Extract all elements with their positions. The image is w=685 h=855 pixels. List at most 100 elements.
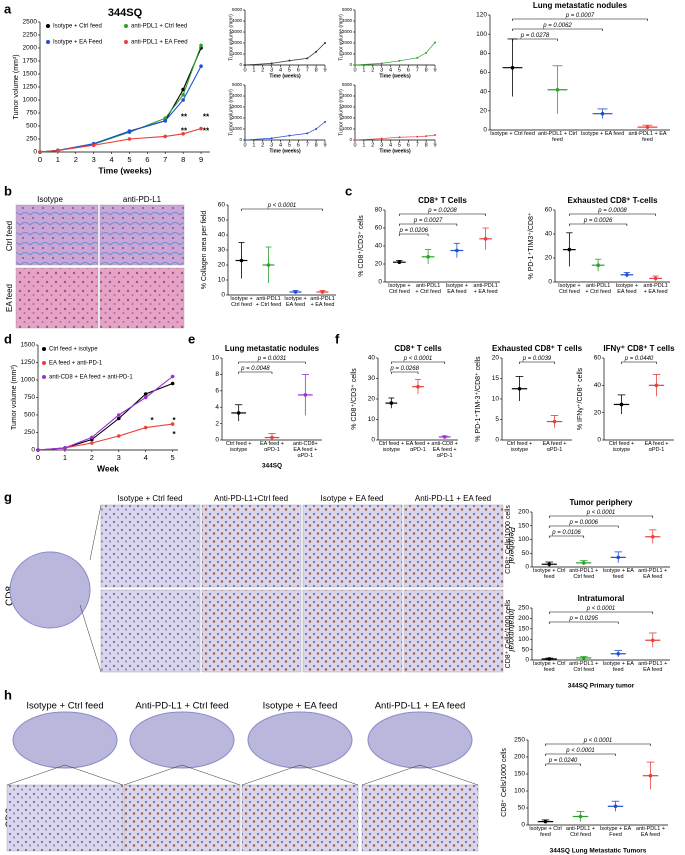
- mean-dot: [555, 87, 560, 92]
- y-tick-label: 10: [492, 396, 500, 403]
- y-tick-label: 0: [31, 447, 35, 454]
- significance-bracket: [512, 38, 558, 41]
- x-tick-label: anti-PDL1 + Ctrl feed: [569, 568, 599, 580]
- image-label: Isotype + EA feed: [321, 494, 384, 503]
- x-tick-label: 2: [371, 142, 374, 148]
- y-axis-label: % Collagen area per field: [201, 211, 208, 290]
- y-axis-label: Tumor volume (mm³): [13, 54, 20, 119]
- x-tick-label: 9: [433, 67, 436, 73]
- y-tick-label: 20: [594, 409, 602, 416]
- zoom-line: [89, 504, 102, 561]
- x-tick-label: 4: [109, 155, 113, 164]
- annotation: *: [150, 416, 154, 425]
- y-tick-label: 40: [218, 232, 226, 239]
- y-tick-label: 15: [492, 375, 500, 382]
- p-value: p < 0.0001: [403, 356, 433, 362]
- y-axis-label: Tumor volume (mm³): [338, 14, 344, 61]
- panel-label: h: [4, 687, 12, 702]
- y-tick-label: 1000: [232, 51, 243, 56]
- data-point: [127, 129, 132, 133]
- x-tick-label: 3: [270, 67, 273, 73]
- y-tick-label: 20: [375, 261, 383, 268]
- x-tick-label: 4: [144, 453, 148, 462]
- data-point: [143, 392, 148, 396]
- x-tick-label: 3: [270, 142, 273, 148]
- series-line: [37, 423, 173, 451]
- panel-label: d: [4, 331, 12, 346]
- chart-title: Exhausted CD8⁺ T-cells: [567, 196, 658, 205]
- series-line: [39, 45, 202, 153]
- micrograph: [100, 504, 201, 588]
- mean-dot: [426, 254, 430, 259]
- p-value: p = 0.0062: [542, 23, 572, 29]
- zoom-line: [64, 764, 124, 786]
- y-tick-label: 500: [24, 412, 35, 419]
- micrograph: [123, 784, 241, 852]
- p-value: p = 0.0240: [548, 758, 578, 764]
- data-point: [143, 395, 148, 400]
- x-tick-label: 8: [315, 142, 318, 148]
- y-tick-label: 1250: [21, 359, 36, 366]
- micrograph: [302, 589, 403, 673]
- y-tick-label: 4000: [342, 18, 353, 23]
- x-tick-label: 9: [433, 142, 436, 148]
- tissue-overview: [12, 711, 118, 769]
- y-axis-label: Tumor volume (mm³): [228, 89, 234, 136]
- annotation: *: [172, 430, 176, 439]
- x-tick-label: anti-CD8 + EA feed + αPD-1: [431, 441, 458, 459]
- x-tick-label: 0: [38, 155, 42, 164]
- y-tick-label: 60: [594, 355, 602, 362]
- chart-title: Tumor periphery: [570, 498, 634, 507]
- p-value: p = 0.0106: [551, 530, 581, 536]
- mean-dot: [239, 258, 244, 263]
- panel-label: f: [335, 331, 340, 346]
- x-tick-label: Isotype + Ctrl feed: [388, 283, 411, 295]
- image-label: Anti-PD-L1 + EA feed: [415, 494, 491, 503]
- y-tick-label: 60: [480, 69, 488, 76]
- x-axis-label: Time (weeks): [379, 148, 411, 154]
- data-point: [416, 56, 419, 59]
- data-point: [315, 50, 318, 53]
- y-tick-label: 150: [518, 522, 529, 529]
- x-tick-label: Isotype + Ctrl feed: [490, 131, 535, 137]
- y-axis-label: % PD-1⁺TIM3⁺/CD8⁺: [528, 212, 535, 279]
- micrograph: [99, 204, 185, 266]
- significance-bracket: [548, 515, 654, 518]
- x-tick-label: 5: [171, 453, 175, 462]
- y-tick-label: 50: [518, 805, 526, 812]
- mean-dot: [596, 263, 600, 268]
- x-tick-label: 6: [297, 67, 300, 73]
- y-tick-label: 20: [480, 108, 488, 115]
- x-axis-label: 344SQ Lung Metastatic Tumors: [550, 848, 647, 855]
- y-tick-label: 250: [26, 136, 37, 143]
- data-point: [170, 374, 175, 379]
- zoom-line: [419, 764, 479, 786]
- data-point: [170, 381, 175, 386]
- y-tick-label: 200: [518, 509, 529, 516]
- significance-bracket: [545, 743, 651, 746]
- data-point: [116, 416, 121, 421]
- y-tick-label: 4000: [232, 18, 243, 23]
- data-point: [270, 137, 273, 140]
- significance-bracket: [548, 621, 619, 624]
- significance-bracket: [569, 223, 628, 226]
- y-tick-label: 0: [597, 437, 601, 444]
- significance-bracket: [238, 371, 273, 374]
- x-tick-label: 4: [279, 142, 282, 148]
- y-axis-label: % CD8⁺/CD3⁺ cells: [358, 215, 365, 277]
- mean-dot: [578, 814, 583, 819]
- image-label: Peripheral: [507, 527, 516, 564]
- p-value: p = 0.0278: [520, 33, 550, 39]
- x-tick-label: anti-PDL1 + EA feed: [628, 131, 667, 143]
- y-tick-label: 0: [239, 137, 242, 142]
- x-tick-label: Isotype + EA feed: [602, 568, 634, 580]
- data-point: [425, 51, 428, 54]
- p-value: p = 0.0208: [427, 208, 457, 214]
- y-tick-label: 2: [215, 420, 219, 427]
- significance-bracket: [545, 753, 616, 756]
- micrograph: [99, 267, 185, 329]
- p-value: p = 0.0007: [565, 13, 595, 19]
- x-tick-label: Ctrl feed + isotype: [608, 441, 635, 453]
- x-tick-label: 2: [371, 67, 374, 73]
- image-label: Anti-PD-L1 + Ctrl feed: [135, 701, 228, 712]
